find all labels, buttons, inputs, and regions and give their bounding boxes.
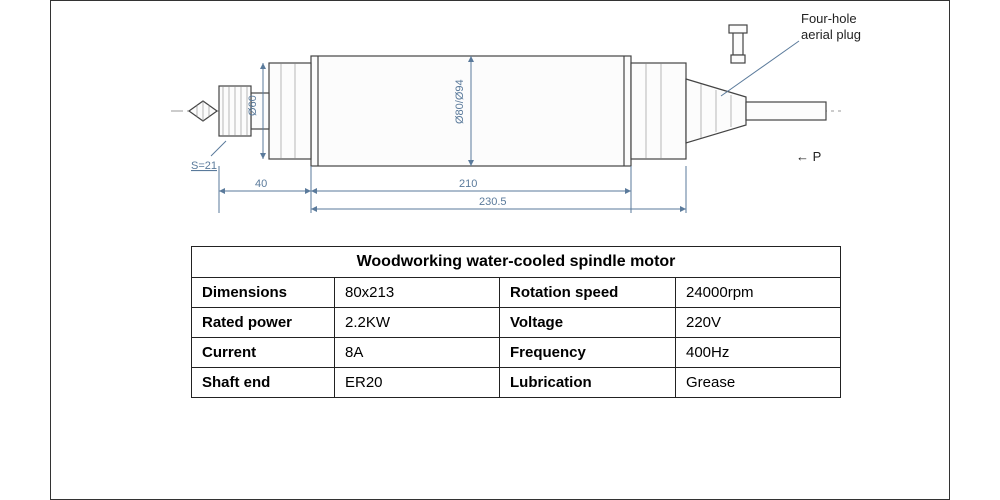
cell-value: 220V bbox=[676, 308, 841, 338]
cell-value: 400Hz bbox=[676, 338, 841, 368]
front-flange bbox=[269, 63, 311, 159]
dim-dia80: Ø80/Ø94 bbox=[454, 79, 466, 124]
cell-label: Current bbox=[192, 338, 335, 368]
cable bbox=[746, 102, 826, 120]
plug-label-line2: aerial plug bbox=[801, 27, 861, 42]
cell-label: Voltage bbox=[500, 308, 676, 338]
dim-40: 40 bbox=[255, 178, 267, 190]
table-row: Dimensions 80x213 Rotation speed 24000rp… bbox=[192, 278, 841, 308]
cell-label: Rated power bbox=[192, 308, 335, 338]
cell-label: Lubrication bbox=[500, 368, 676, 398]
page-frame: Ø60 Ø80/Ø94 S=21 40 210 230.5 Four-hole bbox=[50, 0, 950, 500]
cell-label: Frequency bbox=[500, 338, 676, 368]
table-row: Current 8A Frequency 400Hz bbox=[192, 338, 841, 368]
cell-value: ER20 bbox=[335, 368, 500, 398]
rear-end bbox=[631, 63, 686, 159]
plug-label-line1: Four-hole bbox=[801, 11, 857, 26]
cell-value: Grease bbox=[676, 368, 841, 398]
water-port bbox=[733, 31, 743, 55]
spec-table: Woodworking water-cooled spindle motor D… bbox=[191, 246, 841, 398]
cell-label: Shaft end bbox=[192, 368, 335, 398]
spindle-drawing: Ø60 Ø80/Ø94 S=21 40 210 230.5 Four-hole bbox=[51, 1, 951, 231]
cell-value: 2.2KW bbox=[335, 308, 500, 338]
table-title-row: Woodworking water-cooled spindle motor bbox=[192, 247, 841, 278]
cell-value: 80x213 bbox=[335, 278, 500, 308]
cell-value: 24000rpm bbox=[676, 278, 841, 308]
dim-s21: S=21 bbox=[191, 160, 217, 172]
p-arrow: ← P bbox=[796, 149, 821, 164]
dim-210: 210 bbox=[459, 178, 477, 190]
drawing-svg: Ø60 Ø80/Ø94 S=21 40 210 230.5 Four-hole bbox=[51, 1, 951, 231]
cell-value: 8A bbox=[335, 338, 500, 368]
table-row: Rated power 2.2KW Voltage 220V bbox=[192, 308, 841, 338]
dim-dia60: Ø60 bbox=[247, 95, 259, 116]
table-title: Woodworking water-cooled spindle motor bbox=[192, 247, 841, 278]
table-row: Shaft end ER20 Lubrication Grease bbox=[192, 368, 841, 398]
cell-label: Rotation speed bbox=[500, 278, 676, 308]
cell-label: Dimensions bbox=[192, 278, 335, 308]
dim-230: 230.5 bbox=[479, 196, 507, 208]
